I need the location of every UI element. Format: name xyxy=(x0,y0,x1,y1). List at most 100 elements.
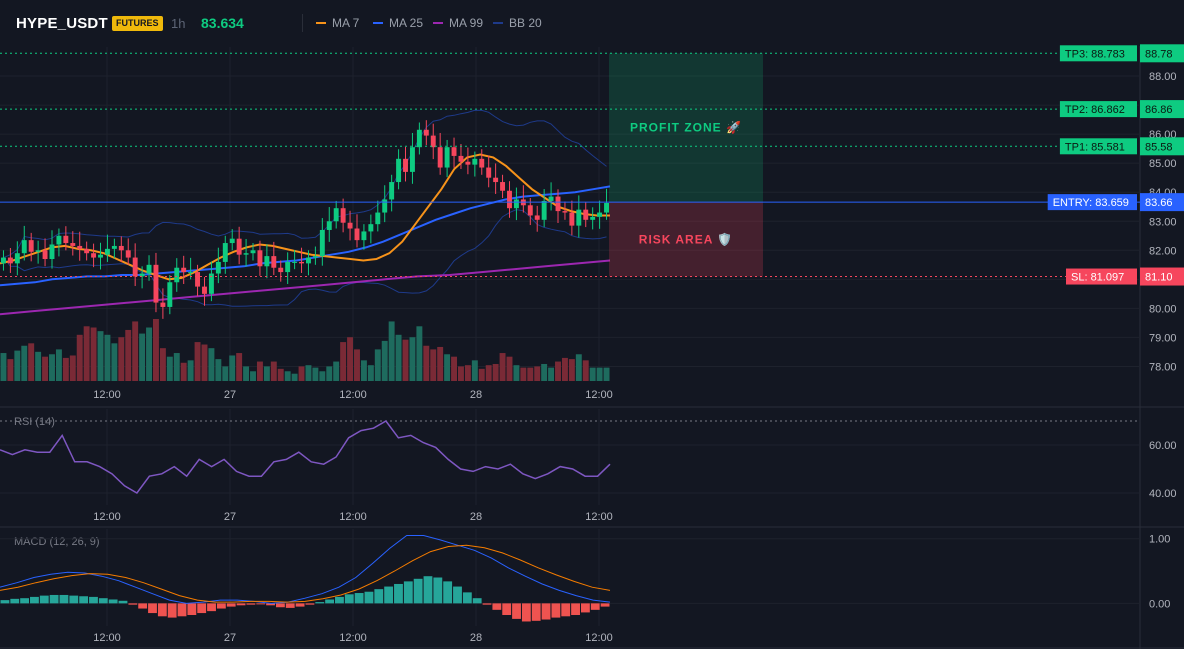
legend-ma7[interactable]: MA 7 xyxy=(316,16,359,30)
candle-body xyxy=(299,261,304,264)
candle-body xyxy=(451,147,457,156)
signal-line xyxy=(0,544,611,603)
candle-body xyxy=(319,229,325,257)
macd-histogram-bar xyxy=(0,600,10,604)
candle-body xyxy=(541,200,547,220)
candle-body xyxy=(597,212,603,217)
macd-histogram-bar xyxy=(216,603,226,609)
candle-body xyxy=(174,267,180,283)
rsi-title: RSI (14) xyxy=(14,416,55,428)
volume-bar xyxy=(596,367,603,381)
timeframe-label[interactable]: 1h xyxy=(171,16,186,31)
candle-body xyxy=(472,158,478,165)
volume-bar xyxy=(541,363,548,381)
macd-histogram-bar xyxy=(275,603,285,608)
candle-body xyxy=(146,264,152,274)
legend-bb20-label: BB 20 xyxy=(509,16,542,30)
candle-body xyxy=(264,256,270,267)
legend-bb20[interactable]: BB 20 xyxy=(493,16,542,30)
macd-histogram-bar xyxy=(157,603,167,617)
candle-body xyxy=(84,248,90,254)
time-tick-label: 12:00 xyxy=(339,389,367,401)
profit-zone-box xyxy=(609,53,763,203)
candle-body xyxy=(333,208,339,222)
futures-badge: FUTURES xyxy=(112,16,163,31)
macd-histogram-bar xyxy=(30,596,39,604)
macd-tick-label: 0.00 xyxy=(1149,598,1170,610)
volume-bar xyxy=(28,343,35,381)
volume-bar xyxy=(395,334,402,381)
volume-bar xyxy=(0,353,7,381)
volume-bar xyxy=(589,367,596,381)
candle-body xyxy=(1,257,6,264)
candle-body xyxy=(430,135,436,148)
candle-body xyxy=(250,250,256,254)
macd-histogram-bar xyxy=(512,603,521,619)
price-tick-label: 85.00 xyxy=(1149,158,1177,170)
bb-lower-line xyxy=(3,209,607,307)
candle-body xyxy=(361,231,367,241)
candle-body xyxy=(28,240,34,252)
volume-bar xyxy=(582,360,589,381)
volume-bar xyxy=(284,371,291,381)
candle-body xyxy=(548,196,554,201)
macd-histogram-bar xyxy=(561,603,571,617)
candle-body xyxy=(583,209,589,220)
macd-histogram-bar xyxy=(236,603,246,606)
volume-bar xyxy=(62,357,69,381)
volume-bar xyxy=(298,366,305,381)
volume-bar xyxy=(97,331,104,381)
volume-bar xyxy=(575,354,582,381)
candle-body xyxy=(153,264,159,303)
volume-bar xyxy=(166,356,173,381)
macd-histogram-bar xyxy=(344,594,354,604)
rsi-line xyxy=(0,420,611,494)
time-tick-label: 27 xyxy=(224,632,236,644)
volume-bar xyxy=(277,368,284,381)
sl-level-tag-text: SL: 81.097 xyxy=(1071,272,1124,284)
macd-histogram-bar xyxy=(226,603,236,607)
volume-bar xyxy=(180,362,187,381)
candle-body xyxy=(340,208,346,223)
volume-bar xyxy=(250,371,256,381)
bb20-swatch xyxy=(493,22,503,24)
bb-upper-line xyxy=(3,109,607,259)
volume-bar xyxy=(464,365,471,381)
volume-bar xyxy=(319,371,326,381)
entry-level-tag-text: ENTRY: 83.659 xyxy=(1053,197,1129,209)
candle-body xyxy=(409,147,415,172)
profit-zone-label: PROFIT ZONE 🚀 xyxy=(630,121,742,135)
candle-body xyxy=(208,273,214,294)
candle-body xyxy=(382,199,388,213)
symbol-name[interactable]: HYPE_USDT xyxy=(16,15,108,32)
candle-body xyxy=(326,221,332,230)
ma7-line xyxy=(0,153,610,281)
candle-body xyxy=(458,155,464,162)
macd-histogram-bar xyxy=(128,603,138,605)
candle-body xyxy=(14,253,20,264)
tp-level-tag-text: TP3: 88.783 xyxy=(1065,48,1125,60)
candle-body xyxy=(7,257,13,264)
rsi-tick-label: 60.00 xyxy=(1149,440,1177,452)
volume-bar xyxy=(222,366,229,381)
candle-body xyxy=(312,256,318,258)
volume-bar xyxy=(118,337,125,381)
volume-bar xyxy=(360,360,367,381)
tp-axis-tag xyxy=(1140,137,1184,156)
tp-level-tag-text: TP1: 85.581 xyxy=(1065,141,1125,153)
price-tick-label: 78.00 xyxy=(1149,361,1177,373)
time-tick-label: 12:00 xyxy=(585,389,613,401)
volume-bar xyxy=(513,365,520,381)
price-tick-label: 82.00 xyxy=(1149,245,1177,257)
candle-body xyxy=(104,248,110,255)
candle-body xyxy=(42,250,48,260)
candle-body xyxy=(167,282,173,307)
legend-ma99[interactable]: MA 99 xyxy=(433,16,483,30)
macd-histogram-bar xyxy=(443,581,453,604)
macd-histogram-bar xyxy=(98,598,108,604)
legend-ma25[interactable]: MA 25 xyxy=(373,16,423,30)
candle-body xyxy=(125,250,131,258)
time-tick-label: 28 xyxy=(470,511,482,523)
legend-ma25-label: MA 25 xyxy=(389,16,424,30)
